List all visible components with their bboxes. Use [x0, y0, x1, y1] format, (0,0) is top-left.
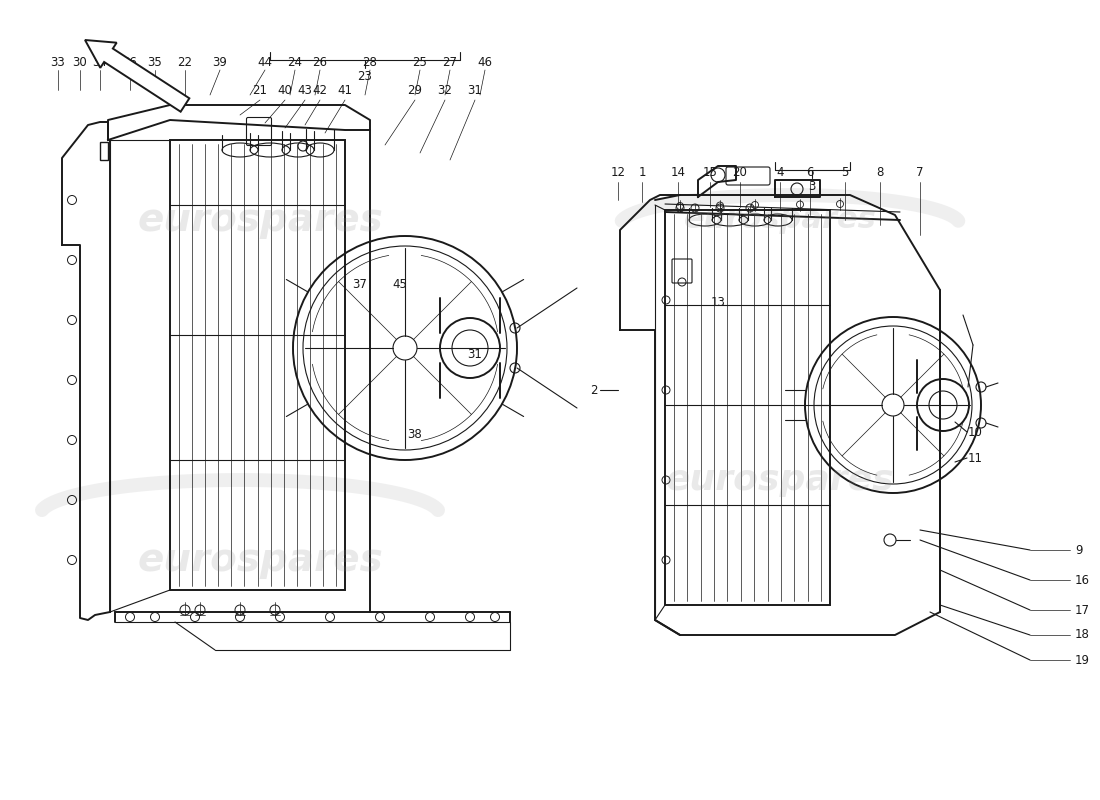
- Text: 38: 38: [408, 429, 422, 442]
- Text: 2: 2: [591, 383, 598, 397]
- Text: 33: 33: [51, 55, 65, 69]
- Text: 46: 46: [477, 55, 493, 69]
- Text: 34: 34: [92, 55, 108, 69]
- Text: 22: 22: [177, 55, 192, 69]
- Text: 9: 9: [1075, 543, 1082, 557]
- Text: 44: 44: [257, 55, 273, 69]
- Text: 30: 30: [73, 55, 87, 69]
- Bar: [666, 210, 830, 605]
- Text: 40: 40: [277, 85, 293, 98]
- Text: 11: 11: [968, 451, 983, 465]
- Text: 20: 20: [733, 166, 747, 179]
- Text: 42: 42: [312, 85, 328, 98]
- Text: 7: 7: [916, 166, 924, 179]
- Text: 39: 39: [212, 55, 228, 69]
- Text: 31: 31: [468, 85, 483, 98]
- Text: 23: 23: [358, 70, 373, 83]
- Text: 29: 29: [407, 85, 422, 98]
- Text: eurospares: eurospares: [666, 463, 894, 497]
- Text: 8: 8: [877, 166, 883, 179]
- Text: 5: 5: [842, 166, 849, 179]
- Text: 31: 31: [468, 349, 483, 362]
- Text: 21: 21: [253, 85, 267, 98]
- Text: 32: 32: [438, 85, 452, 98]
- Text: 13: 13: [711, 295, 725, 309]
- Bar: [170, 140, 345, 590]
- Text: eurospares: eurospares: [138, 201, 383, 239]
- Text: 4: 4: [777, 166, 783, 179]
- Text: 19: 19: [1075, 654, 1090, 666]
- Text: 45: 45: [393, 278, 407, 291]
- Text: 28: 28: [363, 55, 377, 69]
- Text: 17: 17: [1075, 603, 1090, 617]
- Text: 18: 18: [1075, 629, 1090, 642]
- Text: 43: 43: [298, 85, 312, 98]
- Text: 12: 12: [610, 166, 626, 179]
- Text: 16: 16: [1075, 574, 1090, 586]
- Bar: [100, 142, 108, 160]
- Text: 14: 14: [671, 166, 685, 179]
- Text: 1: 1: [638, 166, 646, 179]
- Text: 10: 10: [968, 426, 983, 438]
- Text: eurospares: eurospares: [683, 206, 877, 234]
- Text: 25: 25: [412, 55, 428, 69]
- Text: 26: 26: [312, 55, 328, 69]
- Text: 35: 35: [147, 55, 163, 69]
- Text: 27: 27: [442, 55, 458, 69]
- FancyArrow shape: [85, 40, 189, 112]
- Text: 24: 24: [287, 55, 303, 69]
- Text: 41: 41: [338, 85, 352, 98]
- Text: 37: 37: [353, 278, 367, 291]
- Text: 6: 6: [806, 166, 814, 179]
- Text: 36: 36: [122, 55, 138, 69]
- Text: 15: 15: [703, 166, 717, 179]
- Text: eurospares: eurospares: [138, 541, 383, 579]
- Text: 3: 3: [808, 181, 816, 194]
